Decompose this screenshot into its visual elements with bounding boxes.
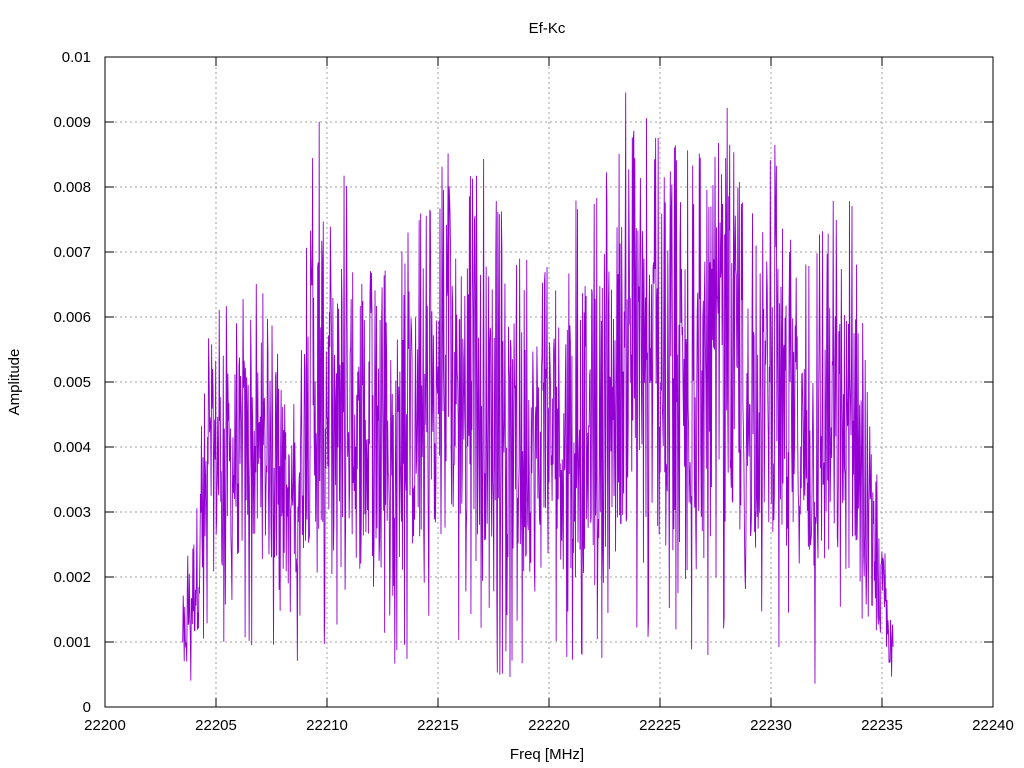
- y-tick-label: 0: [83, 699, 91, 716]
- x-tick-label: 22235: [861, 717, 903, 734]
- x-tick-label: 22220: [528, 717, 570, 734]
- series-amplitude: [182, 92, 894, 684]
- chart-title: Ef-Kc: [529, 20, 566, 37]
- x-tick-label: 22215: [417, 717, 459, 734]
- x-tick-label: 22240: [972, 717, 1014, 734]
- x-axis-label: Freq [MHz]: [510, 746, 584, 763]
- y-tick-label: 0.005: [53, 374, 91, 391]
- x-tick-label: 22200: [84, 717, 126, 734]
- x-tick-label: 22210: [306, 717, 348, 734]
- y-axis-label: Amplitude: [6, 349, 23, 416]
- axis-ticks: [104, 56, 994, 708]
- y-tick-label: 0.01: [62, 49, 91, 66]
- x-tick-label: 22225: [639, 717, 681, 734]
- y-tick-label: 0.003: [53, 504, 91, 521]
- y-tick-label: 0.006: [53, 309, 91, 326]
- amplitude-line: [182, 92, 894, 684]
- y-tick-label: 0.009: [53, 114, 91, 131]
- y-tick-labels: 0 0.001 0.002 0.003 0.004 0.005 0.006 0.007 0.00…: [53, 49, 91, 716]
- y-tick-label: 0.008: [53, 179, 91, 196]
- y-tick-label: 0.001: [53, 634, 91, 651]
- x-tick-labels: 22200 22205 22210 22215 22220 22225 22230 22235…: [84, 717, 1014, 734]
- x-tick-label: 22205: [195, 717, 237, 734]
- y-tick-label: 0.002: [53, 569, 91, 586]
- y-tick-label: 0.007: [53, 244, 91, 261]
- x-tick-label: 22230: [750, 717, 792, 734]
- y-tick-label: 0.004: [53, 439, 91, 456]
